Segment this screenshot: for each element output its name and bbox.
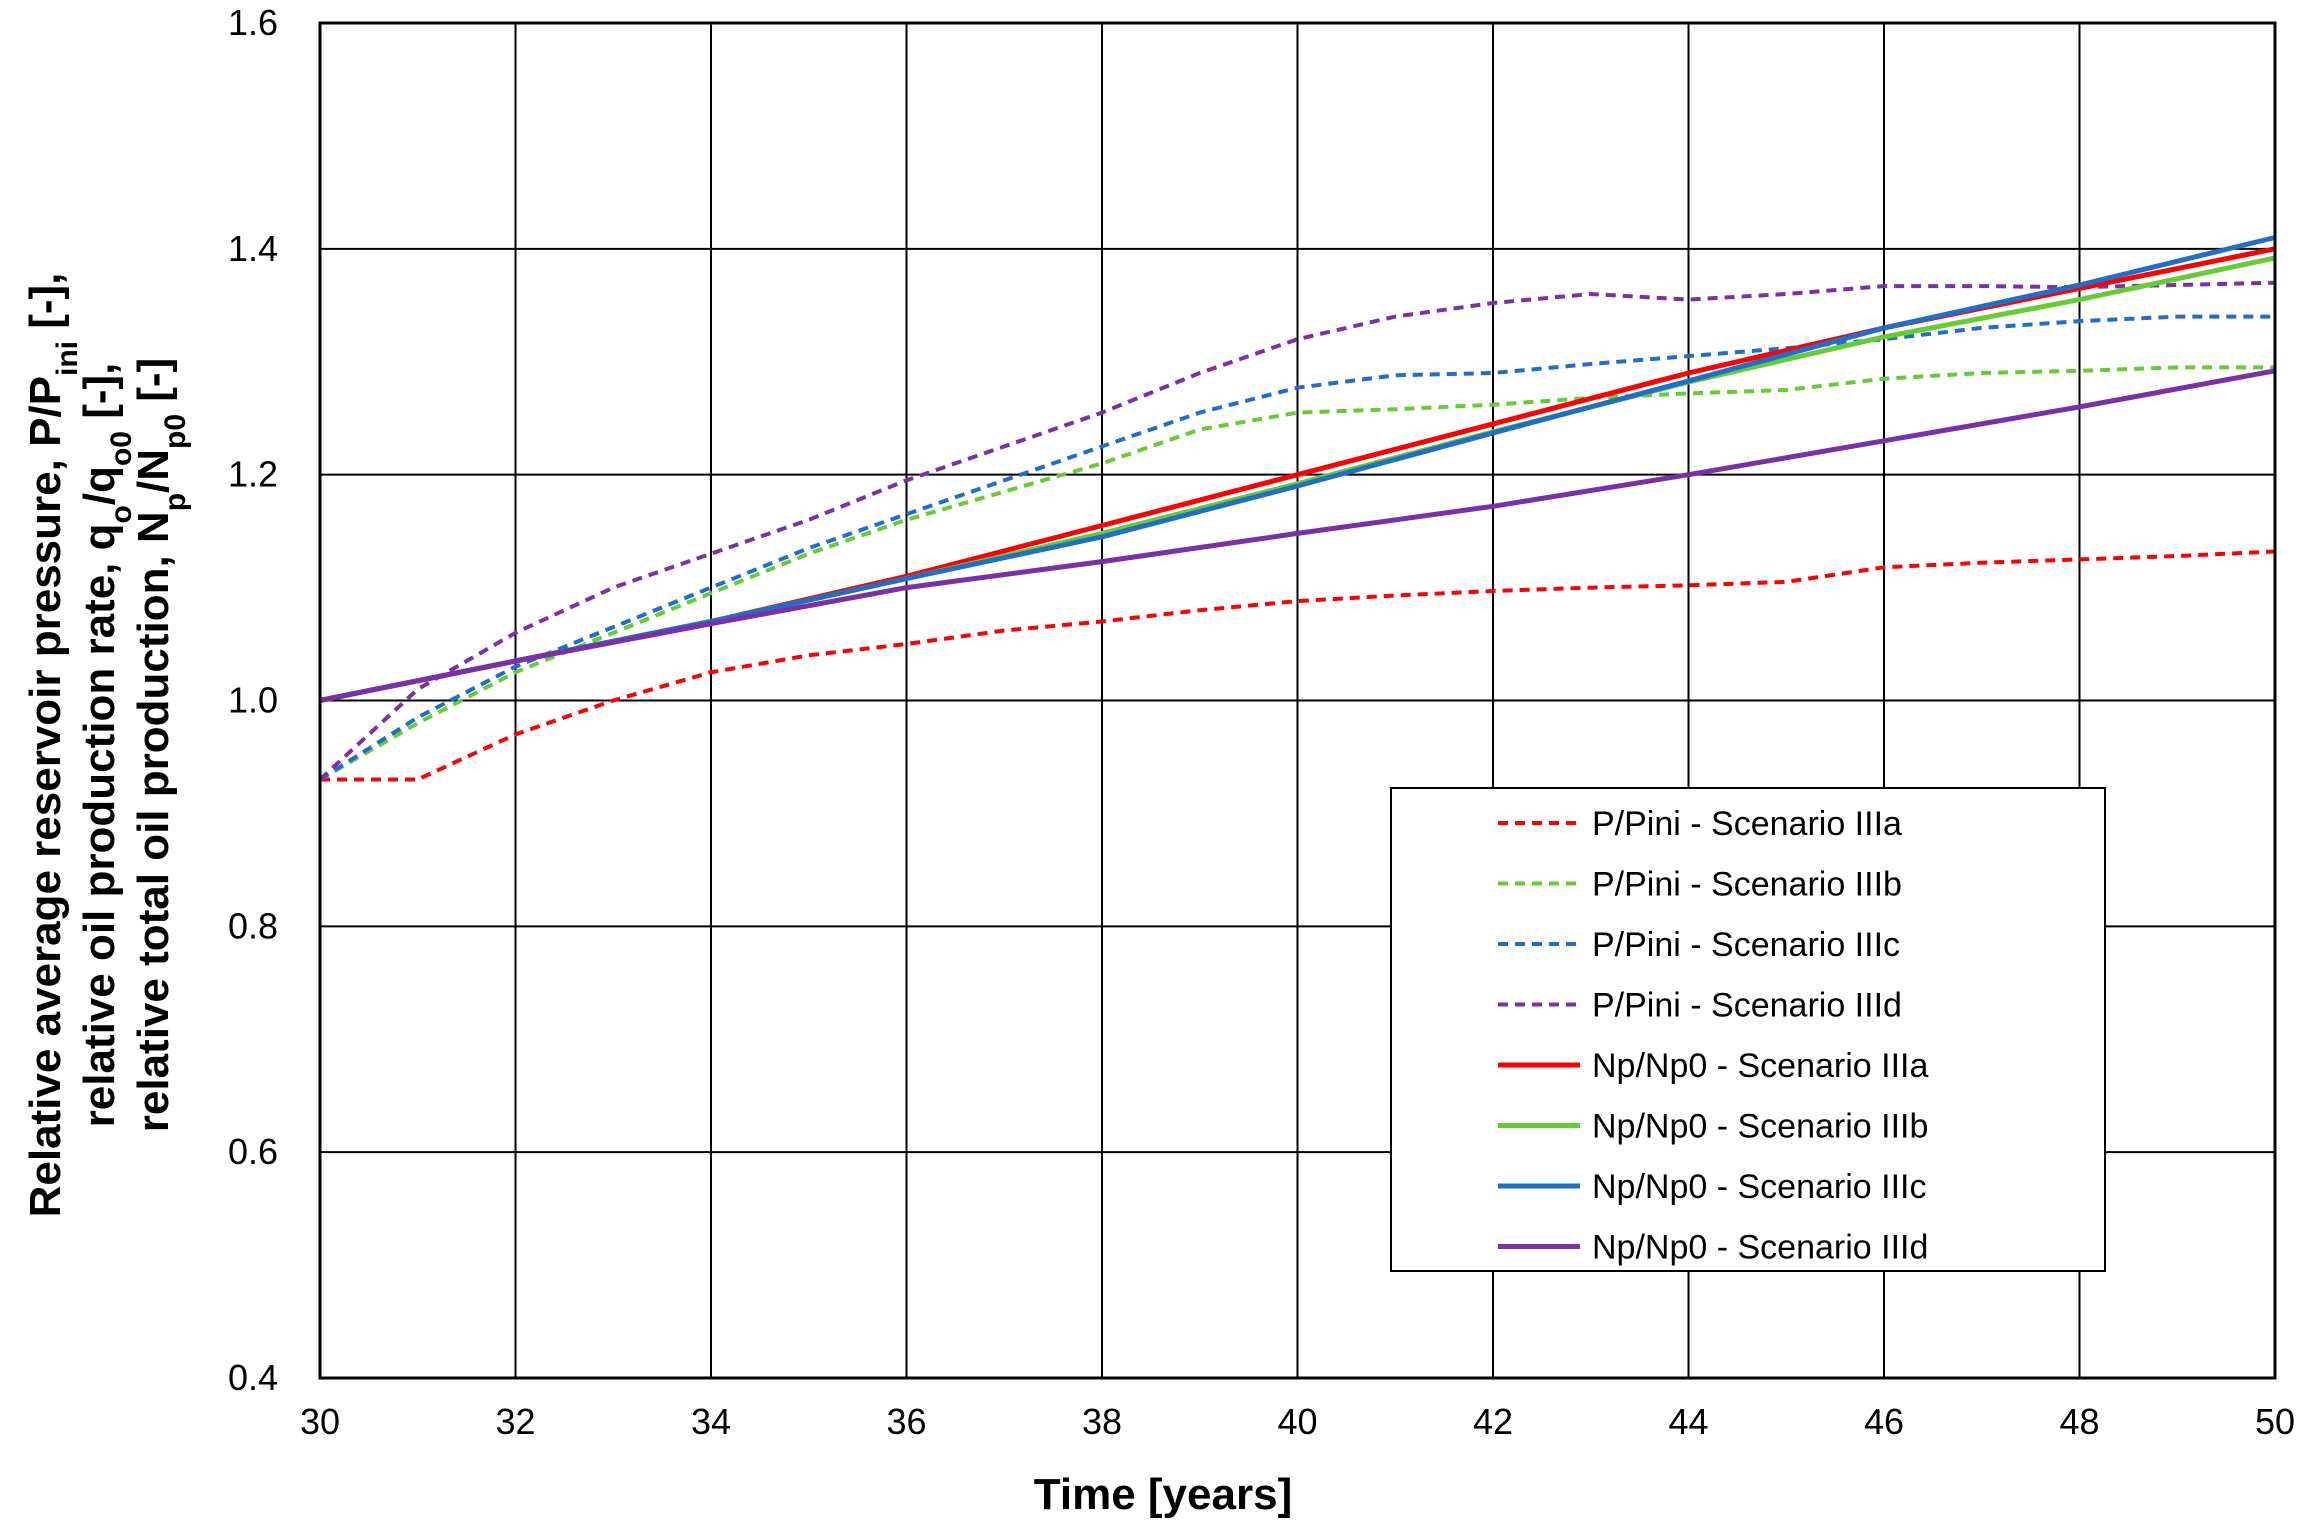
x-tick-label: 48 (2059, 1401, 2099, 1442)
y-tick-label: 1.2 (228, 454, 278, 495)
y-axis-title-line-3: relative total oil production, Np/Np0 [-… (129, 358, 192, 1132)
y-axis-title: Relative average reservoir pressure, P/P… (21, 273, 192, 1218)
x-tick-label: 30 (300, 1401, 340, 1442)
x-tick-label: 42 (1473, 1401, 1513, 1442)
y-tick-label: 1.4 (228, 228, 278, 269)
legend-label: Np/Np0 - Scenario IIId (1592, 1229, 1928, 1267)
legend-box (1390, 787, 2106, 1272)
legend-items: P/Pini - Scenario IIIa P/Pini - Scenario … (1498, 805, 1928, 1267)
x-tick-label: 34 (691, 1401, 731, 1442)
legend-label: Np/Np0 - Scenario IIIa (1592, 1047, 1928, 1085)
y-axis-title-line-1: Relative average reservoir pressure, P/P… (21, 273, 84, 1218)
x-tick-label: 46 (1864, 1401, 1904, 1442)
y-tick-labels: 0.4 0.6 0.8 1.0 1.2 1.4 1.6 (228, 2, 278, 1398)
y-tick-label: 1.0 (228, 680, 278, 721)
x-tick-labels: 30 32 34 36 38 40 42 44 46 48 50 (300, 1401, 2295, 1442)
x-tick-label: 36 (886, 1401, 926, 1442)
legend-label: P/Pini - Scenario IIId (1592, 987, 1902, 1025)
series-line-1 (320, 549, 2276, 782)
y-tick-label: 0.4 (228, 1357, 278, 1398)
series-line-4 (318, 280, 2276, 781)
plot-area-frame (318, 21, 2277, 1380)
y-tick-label: 1.6 (228, 2, 278, 43)
x-tick-label: 38 (1082, 1401, 1122, 1442)
legend: P/Pini - Scenario IIIa P/Pini - Scenario … (1390, 787, 2106, 1272)
x-tick-label: 40 (1277, 1401, 1317, 1442)
y-tick-label: 0.6 (228, 1131, 278, 1172)
series-line-8 (319, 368, 2276, 703)
legend-label: P/Pini - Scenario IIIb (1592, 866, 1902, 904)
series-line-3 (318, 314, 2275, 782)
legend-label: P/Pini - Scenario IIIc (1592, 926, 1900, 964)
legend-label: P/Pini - Scenario IIIa (1592, 805, 1902, 843)
x-axis-title: Time [years] (1034, 1470, 1292, 1519)
series-lines (318, 235, 2276, 782)
legend-label: Np/Np0 - Scenario IIIc (1592, 1168, 1926, 1206)
y-axis-title-line-2: relative oil production rate, qo/qo0 [-]… (75, 363, 138, 1128)
x-tick-label: 44 (1668, 1401, 1708, 1442)
x-tick-label: 32 (495, 1401, 535, 1442)
x-tick-label: 50 (2255, 1401, 2295, 1442)
legend-label: Np/Np0 - Scenario IIIb (1592, 1108, 1928, 1146)
y-tick-label: 0.8 (228, 905, 278, 946)
series-line-2 (319, 365, 2275, 782)
